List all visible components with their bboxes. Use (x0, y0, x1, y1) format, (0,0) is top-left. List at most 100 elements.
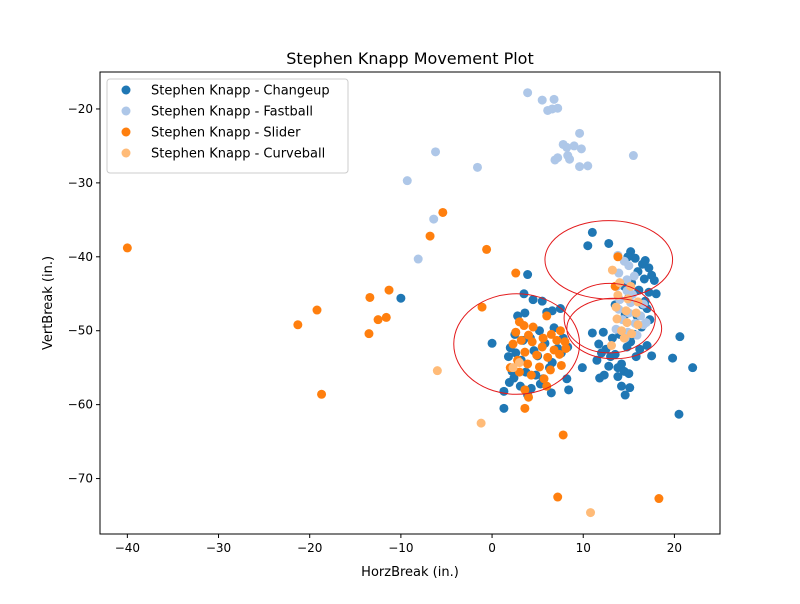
data-point (553, 103, 563, 113)
data-point (365, 292, 375, 302)
data-point (555, 349, 565, 359)
data-point (610, 349, 620, 359)
data-point (622, 318, 632, 328)
data-point (546, 329, 556, 339)
data-point (668, 353, 678, 363)
data-point (583, 161, 593, 171)
y-tick-label: −30 (68, 176, 93, 190)
data-point (576, 144, 586, 154)
data-point (542, 381, 552, 391)
data-point (635, 344, 645, 354)
data-point (545, 365, 555, 375)
data-point (526, 370, 536, 380)
data-point (607, 333, 617, 343)
data-point (649, 275, 659, 285)
data-point (577, 363, 587, 373)
data-point (396, 293, 406, 303)
data-point (596, 348, 606, 358)
data-point (553, 492, 563, 502)
data-point (482, 244, 492, 254)
data-point (519, 321, 529, 331)
data-point (583, 241, 593, 251)
data-point (619, 333, 629, 343)
legend-label: Stephen Knapp - Changeup (151, 84, 330, 99)
data-point (432, 366, 442, 376)
legend-label: Stephen Knapp - Fastball (151, 105, 313, 120)
data-point (627, 329, 637, 339)
data-point (644, 287, 654, 297)
data-point (642, 341, 652, 351)
data-point (537, 95, 547, 105)
data-point (641, 318, 651, 328)
data-point (611, 302, 621, 312)
data-point (527, 337, 537, 347)
data-point (402, 176, 412, 186)
data-point (508, 363, 518, 373)
data-point (620, 390, 630, 400)
legend-marker (121, 148, 131, 158)
data-point (438, 207, 448, 217)
x-tick-label: −10 (388, 541, 413, 555)
axes-frame (99, 71, 721, 535)
plot-area (122, 88, 698, 518)
chart-title: Stephen Knapp Movement Plot (286, 49, 533, 68)
data-point (511, 327, 521, 337)
data-point (546, 388, 556, 398)
data-point (516, 335, 526, 345)
data-point (617, 326, 627, 336)
data-point (628, 151, 638, 161)
data-point (594, 339, 604, 349)
data-point (534, 362, 544, 372)
x-tick-label: 10 (576, 541, 591, 555)
data-point (511, 268, 521, 278)
data-point (631, 308, 641, 318)
data-point (528, 322, 538, 332)
data-point (604, 361, 614, 371)
data-point (520, 403, 530, 413)
data-point (624, 369, 634, 379)
data-point (622, 275, 632, 285)
data-point (503, 352, 513, 362)
data-point (552, 335, 562, 345)
data-point (317, 389, 327, 399)
data-point (613, 252, 623, 262)
data-point (688, 363, 698, 373)
ellipse-layer (453, 220, 674, 395)
data-point (651, 289, 661, 299)
data-point (565, 154, 575, 164)
data-point (413, 254, 423, 264)
data-point (499, 386, 509, 396)
data-point (587, 328, 597, 338)
data-point (617, 381, 627, 391)
data-point (640, 255, 650, 265)
data-point (550, 155, 560, 165)
x-tick-label: −20 (297, 541, 322, 555)
data-point (629, 271, 639, 281)
data-point (613, 290, 623, 300)
data-point (425, 231, 435, 241)
data-point (499, 403, 509, 413)
data-point (564, 385, 574, 395)
data-point (612, 314, 622, 324)
data-point (537, 342, 547, 352)
data-point (523, 359, 533, 369)
data-point (543, 352, 553, 362)
data-point (633, 320, 643, 330)
data-point (647, 351, 657, 361)
confidence-ellipse (453, 293, 581, 395)
data-point (607, 265, 617, 275)
y-axis-label: VertBreak (in.) (41, 256, 56, 350)
data-point (477, 302, 487, 312)
data-point (625, 383, 635, 393)
y-tick-label: −50 (68, 324, 93, 338)
data-point (587, 227, 597, 237)
data-point (586, 508, 596, 518)
data-point (639, 274, 649, 284)
data-point (634, 285, 644, 295)
data-point (562, 142, 572, 152)
confidence-ellipse (563, 282, 656, 354)
y-tick-label: −70 (68, 472, 93, 486)
data-point (549, 94, 559, 104)
